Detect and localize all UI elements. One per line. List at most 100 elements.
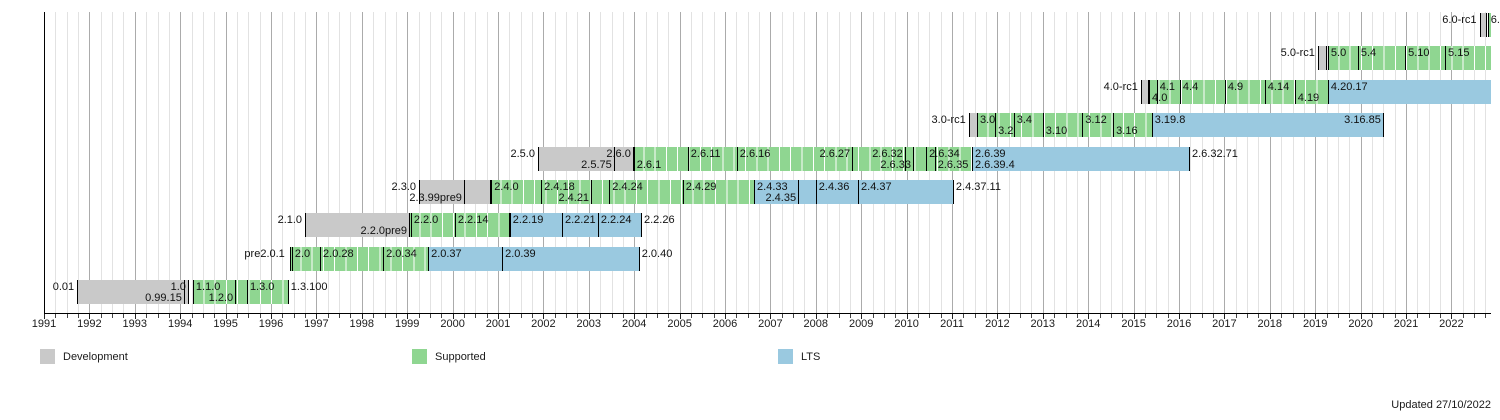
version-label: 2.4.0 (494, 181, 519, 193)
gridline-quarter (1371, 12, 1373, 313)
gridline-quarter (168, 12, 170, 313)
axis-year-label: 2007 (758, 318, 783, 330)
gridline-quarter (1247, 12, 1249, 313)
axis-tick (622, 314, 624, 318)
version-tick (1149, 79, 1151, 104)
version-tick (1382, 113, 1384, 138)
gridline-quarter (248, 12, 250, 313)
gridline-year (407, 12, 409, 313)
version-label: 2.2.19 (512, 214, 544, 227)
version-label: 2.6.0 (606, 147, 631, 160)
axis-tick (1167, 314, 1169, 318)
axis-tick (1201, 314, 1203, 318)
version-label: 3.16.85 (1344, 114, 1381, 127)
gridline-quarter (305, 12, 307, 313)
version-tick (1405, 46, 1407, 71)
gridline-quarter (1417, 12, 1419, 313)
axis-year-label: 2017 (1212, 318, 1237, 330)
gridline-quarter (373, 12, 375, 313)
version-tick (77, 280, 79, 305)
axis-tick (248, 314, 250, 318)
version-tick (736, 146, 738, 171)
version-tick (641, 213, 642, 238)
version-label: 4.20.17 (1330, 80, 1368, 93)
gridline-quarter (1349, 12, 1351, 313)
axis-tick (600, 314, 602, 318)
version-tick (815, 180, 817, 204)
axis-tick (1156, 314, 1158, 318)
version-label: 5.15 (1448, 47, 1470, 60)
axis-year-label: 2010 (894, 318, 919, 330)
version-label: 4.19 (1297, 91, 1320, 104)
gridline-year (316, 12, 318, 313)
gridline-year (1224, 12, 1226, 313)
axis-tick (1054, 314, 1056, 318)
version-tick (409, 213, 411, 238)
axis-tick (1213, 314, 1215, 318)
axis-tick (225, 314, 227, 319)
version-label: 2.2.14 (457, 214, 489, 227)
axis-year-label: 2013 (1030, 318, 1056, 330)
axis-tick (463, 314, 465, 318)
axis-tick (1451, 314, 1453, 319)
version-tick (1140, 79, 1142, 104)
gridline-quarter (1474, 12, 1476, 313)
axis-tick (112, 314, 114, 318)
axis-year-label: 2009 (848, 318, 874, 330)
axis-tick (89, 314, 91, 319)
axis-tick (713, 314, 715, 318)
gridline-quarter (1281, 12, 1283, 313)
timeline-bar-development (1317, 46, 1327, 71)
version-label: 3.10 (1045, 125, 1068, 138)
axis-tick (418, 314, 420, 318)
axis-tick (1088, 314, 1090, 319)
version-label: 2.3.99pre9 (409, 192, 462, 204)
axis-tick (1360, 314, 1362, 319)
version-tick (537, 146, 539, 171)
axis-year-label: 2001 (485, 318, 511, 330)
axis-tick (804, 314, 806, 318)
gridline-quarter (112, 12, 114, 313)
gridline-quarter (1235, 12, 1237, 313)
gridline-quarter (384, 12, 386, 313)
axis-tick (940, 314, 942, 318)
axis-tick (1474, 314, 1476, 318)
axis-tick (1292, 314, 1294, 318)
version-label: 2.4.33 (757, 181, 788, 193)
gridline-quarter (350, 12, 352, 313)
gridline-quarter (236, 12, 238, 313)
axis-tick (1179, 314, 1180, 319)
axis-tick (66, 314, 68, 318)
version-label: 2.5.75 (581, 158, 612, 171)
axis-tick (645, 314, 647, 318)
version-label: 2.4.36 (818, 181, 850, 193)
version-tick (1326, 46, 1328, 71)
axis-tick (44, 314, 45, 319)
version-tick (562, 213, 563, 238)
axis-tick (191, 314, 193, 318)
axis-tick (134, 314, 136, 319)
version-tick (754, 180, 756, 204)
axis-tick (214, 314, 216, 318)
series-start-label: pre2.0.1 (244, 247, 285, 260)
axis-tick (1247, 314, 1249, 318)
axis-tick (407, 314, 409, 319)
axis-year-label: 1998 (349, 318, 375, 330)
axis-year-label: 2000 (440, 318, 465, 330)
version-tick (419, 180, 420, 204)
version-tick (1445, 46, 1447, 71)
axis-tick (747, 314, 749, 318)
axis-tick (895, 314, 897, 318)
version-label: 2.0.39 (505, 247, 536, 260)
axis-tick (1417, 314, 1419, 318)
gridline-quarter (1292, 12, 1294, 313)
gridline-quarter (486, 12, 488, 313)
gridline-year (180, 12, 182, 313)
gridline-quarter (429, 12, 431, 313)
version-tick (305, 213, 307, 238)
version-label: 2.6.1 (636, 158, 662, 171)
version-tick (1042, 113, 1044, 138)
version-tick (632, 146, 634, 171)
axis-tick (157, 314, 159, 318)
version-tick (1327, 79, 1329, 104)
